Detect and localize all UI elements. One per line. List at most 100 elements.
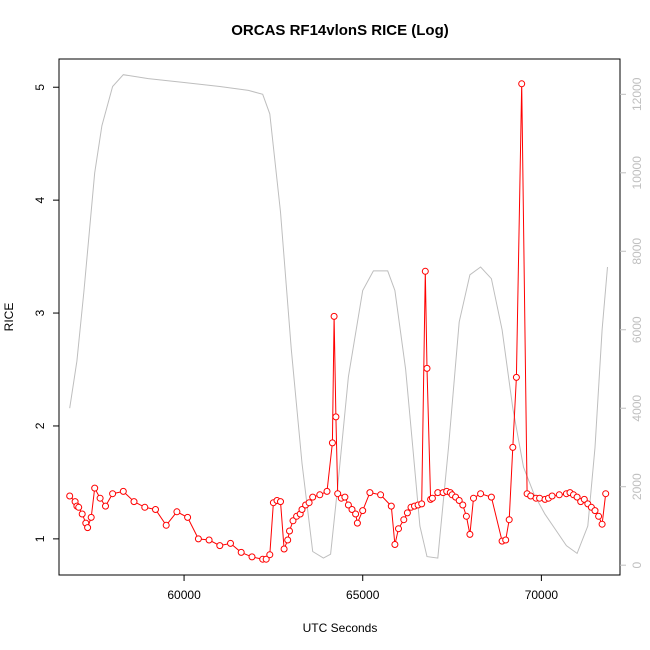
rice-point: [509, 443, 517, 451]
rice-point: [423, 364, 431, 372]
rice-point: [602, 490, 610, 498]
rice-point: [598, 520, 606, 528]
plot-area: [58, 58, 621, 576]
y-tick-label-0: 1: [33, 535, 47, 542]
rice-point: [130, 498, 138, 506]
rice-point: [353, 519, 361, 527]
rice-point: [359, 507, 367, 515]
rice-point: [262, 555, 270, 563]
rice-point: [309, 493, 317, 501]
rice-point: [348, 506, 356, 513]
y-axis-label: RICE: [2, 303, 16, 332]
rice-point: [330, 312, 338, 320]
rice-point: [141, 503, 149, 511]
rice-point: [277, 498, 284, 506]
rice-point: [205, 536, 213, 544]
rice-point: [102, 502, 109, 510]
rice-point: [487, 493, 495, 501]
x-tick-label-1: 65000: [346, 588, 380, 602]
rice-point: [323, 487, 331, 495]
rice-point: [248, 553, 256, 561]
x-axis-label: UTC Seconds: [303, 621, 378, 635]
rice-point: [280, 545, 288, 553]
rice-point: [573, 493, 581, 501]
rice-point: [518, 80, 526, 88]
rice-point: [595, 512, 603, 520]
chart-title: ORCAS RF14vlonS RICE (Log): [231, 22, 449, 39]
rice-point: [78, 510, 86, 518]
rice-layer: [66, 80, 610, 563]
rice-point: [462, 512, 470, 520]
rice-point: [548, 492, 556, 500]
rice-point: [284, 536, 292, 544]
rice-point: [237, 548, 245, 556]
rice-point: [162, 521, 170, 529]
rice-point: [477, 490, 485, 498]
y-axis: 1 2 3 4 5: [33, 84, 59, 542]
rice-point: [328, 439, 336, 447]
rice-point: [459, 501, 467, 509]
rice-point: [286, 527, 293, 535]
y2-tick-label-2: 4000: [630, 395, 644, 422]
rice-point: [84, 524, 92, 532]
y-tick-label-1: 2: [33, 422, 47, 429]
rice-point: [96, 494, 104, 502]
rice-point: [505, 516, 513, 524]
y2-tick-label-1: 2000: [630, 473, 644, 500]
y2-tick-label-4: 8000: [630, 238, 644, 265]
rice-point: [227, 539, 234, 547]
y2-tick-label-0: 0: [630, 562, 644, 569]
rice-point: [555, 491, 563, 499]
rice-point: [119, 487, 127, 495]
rice-point: [109, 490, 117, 498]
y2-tick-label-3: 6000: [630, 316, 644, 343]
y-tick-label-4: 5: [33, 84, 47, 91]
rice-point: [421, 267, 429, 275]
rice-point: [184, 513, 192, 521]
rice-point: [87, 513, 95, 521]
rice-point: [428, 494, 436, 502]
rice-point: [502, 536, 510, 544]
rice-point: [395, 525, 402, 533]
rice-point: [341, 493, 349, 501]
rice-point: [377, 491, 385, 499]
rice-line: [69, 83, 607, 560]
y2-tick-label-6: 12000: [630, 77, 644, 111]
rice-point: [316, 491, 324, 499]
rice-point: [591, 507, 599, 515]
rice-point: [352, 510, 360, 518]
rice-point: [216, 542, 224, 550]
rice-point: [332, 413, 340, 421]
rice-point: [400, 516, 408, 524]
rice-point: [305, 499, 313, 507]
rice-point: [344, 501, 352, 509]
rice-point: [512, 373, 520, 381]
y-tick-label-3: 4: [33, 196, 47, 203]
rice-point: [298, 506, 306, 513]
x-axis: 60000 65000 70000: [167, 574, 559, 602]
rice-point: [91, 484, 99, 492]
rice-point: [455, 497, 463, 504]
rice-point: [580, 495, 588, 503]
y2-tick-label-5: 10000: [630, 156, 644, 190]
x-tick-label-0: 60000: [167, 588, 201, 602]
rice-point: [194, 535, 202, 543]
rice-point: [403, 509, 411, 517]
rice-point: [387, 502, 395, 510]
rice-point: [173, 508, 181, 516]
rice-point: [75, 503, 83, 511]
rice-point: [152, 506, 159, 513]
rice-point: [66, 492, 74, 500]
rice-point: [470, 494, 477, 502]
rice-point: [266, 551, 274, 559]
rice-point: [391, 541, 399, 548]
rice-point: [334, 490, 342, 498]
rice-point: [418, 500, 426, 508]
rice-point: [366, 489, 374, 497]
x-tick-label-2: 70000: [525, 588, 559, 602]
rice-point: [466, 530, 474, 538]
rice-point: [289, 517, 297, 525]
right-axis: 0 2000 4000 6000 8000 10000 12000: [620, 77, 644, 569]
y-tick-label-2: 3: [33, 309, 47, 316]
